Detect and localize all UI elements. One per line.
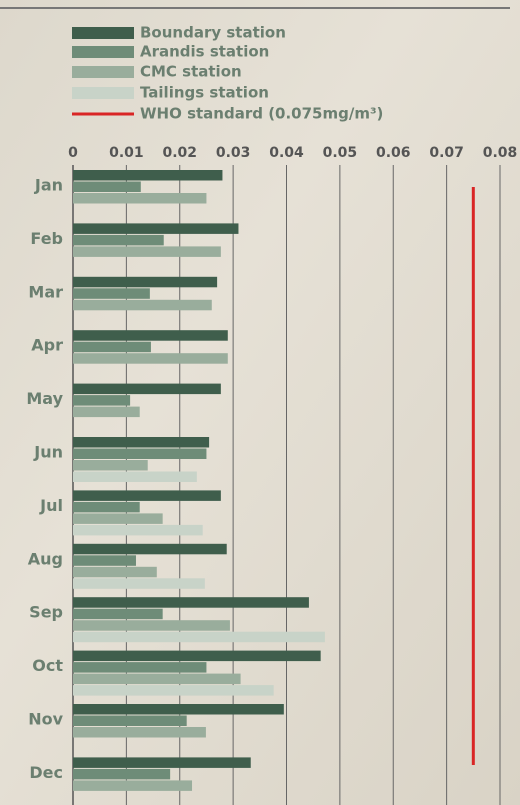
bar (73, 757, 251, 768)
x-tick-label: 0 (68, 145, 78, 161)
bar (73, 501, 140, 513)
bar (73, 780, 193, 791)
bar (73, 234, 164, 246)
y-tick-label: Feb (30, 229, 63, 248)
y-tick-label: Jan (34, 176, 63, 195)
bar (73, 223, 239, 234)
bar (73, 406, 140, 418)
bar (73, 673, 241, 685)
bar (73, 768, 171, 780)
y-tick-label: Jul (39, 496, 63, 515)
bar (73, 631, 325, 643)
bar (73, 543, 227, 555)
bar (73, 395, 131, 406)
bar (73, 246, 221, 257)
y-tick-label: Mar (28, 282, 63, 301)
x-tick-label: 0.04 (269, 145, 304, 161)
bar (73, 704, 284, 715)
x-tick-label: 0.05 (323, 145, 358, 161)
x-tick-label: 0.06 (376, 145, 411, 161)
bar (73, 471, 197, 482)
bar (73, 727, 206, 738)
bar (73, 437, 210, 448)
bar (73, 193, 207, 204)
bar (73, 715, 187, 726)
bar (73, 448, 207, 459)
x-tick-label: 0.08 (483, 145, 518, 161)
legend-swatch (72, 66, 134, 78)
legend-label: WHO standard (0.075mg/m³) (140, 105, 383, 123)
x-tick-label: 0.03 (216, 145, 251, 161)
bar (73, 383, 221, 395)
bar (73, 650, 321, 662)
bar (73, 578, 205, 589)
y-tick-label: Apr (31, 336, 63, 355)
bar (73, 276, 218, 288)
bar (73, 170, 223, 181)
bar (73, 524, 203, 536)
bar (73, 288, 150, 299)
y-tick-label: Nov (28, 710, 63, 729)
y-tick-label: Dec (29, 763, 63, 782)
bar (73, 460, 148, 471)
bar (73, 341, 151, 353)
legend-label: Tailings station (140, 84, 269, 102)
legend-label: CMC station (140, 63, 242, 81)
bar (73, 662, 207, 673)
bar (73, 597, 309, 608)
legend-swatch (72, 87, 134, 99)
bar (73, 555, 136, 566)
y-tick-label: Sep (29, 603, 63, 622)
y-tick-label: Oct (32, 656, 63, 675)
y-tick-label: Aug (28, 549, 63, 568)
bar (73, 608, 163, 620)
bar (73, 620, 230, 631)
legend-label: Arandis station (140, 43, 269, 61)
x-tick-label: 0.02 (162, 145, 197, 161)
legend-swatch (72, 27, 134, 39)
bar (73, 566, 157, 578)
y-tick-label: Jun (33, 443, 63, 462)
legend-label: Boundary station (140, 24, 286, 42)
y-tick-label: May (26, 389, 63, 408)
bar (73, 181, 141, 192)
legend-swatch (72, 46, 134, 58)
x-tick-label: 0.01 (109, 145, 144, 161)
bar (73, 490, 221, 501)
bar (73, 685, 274, 696)
x-tick-label: 0.07 (429, 145, 464, 161)
bar (73, 353, 228, 364)
bar (73, 330, 228, 341)
bar (73, 513, 163, 524)
bar (73, 299, 212, 311)
